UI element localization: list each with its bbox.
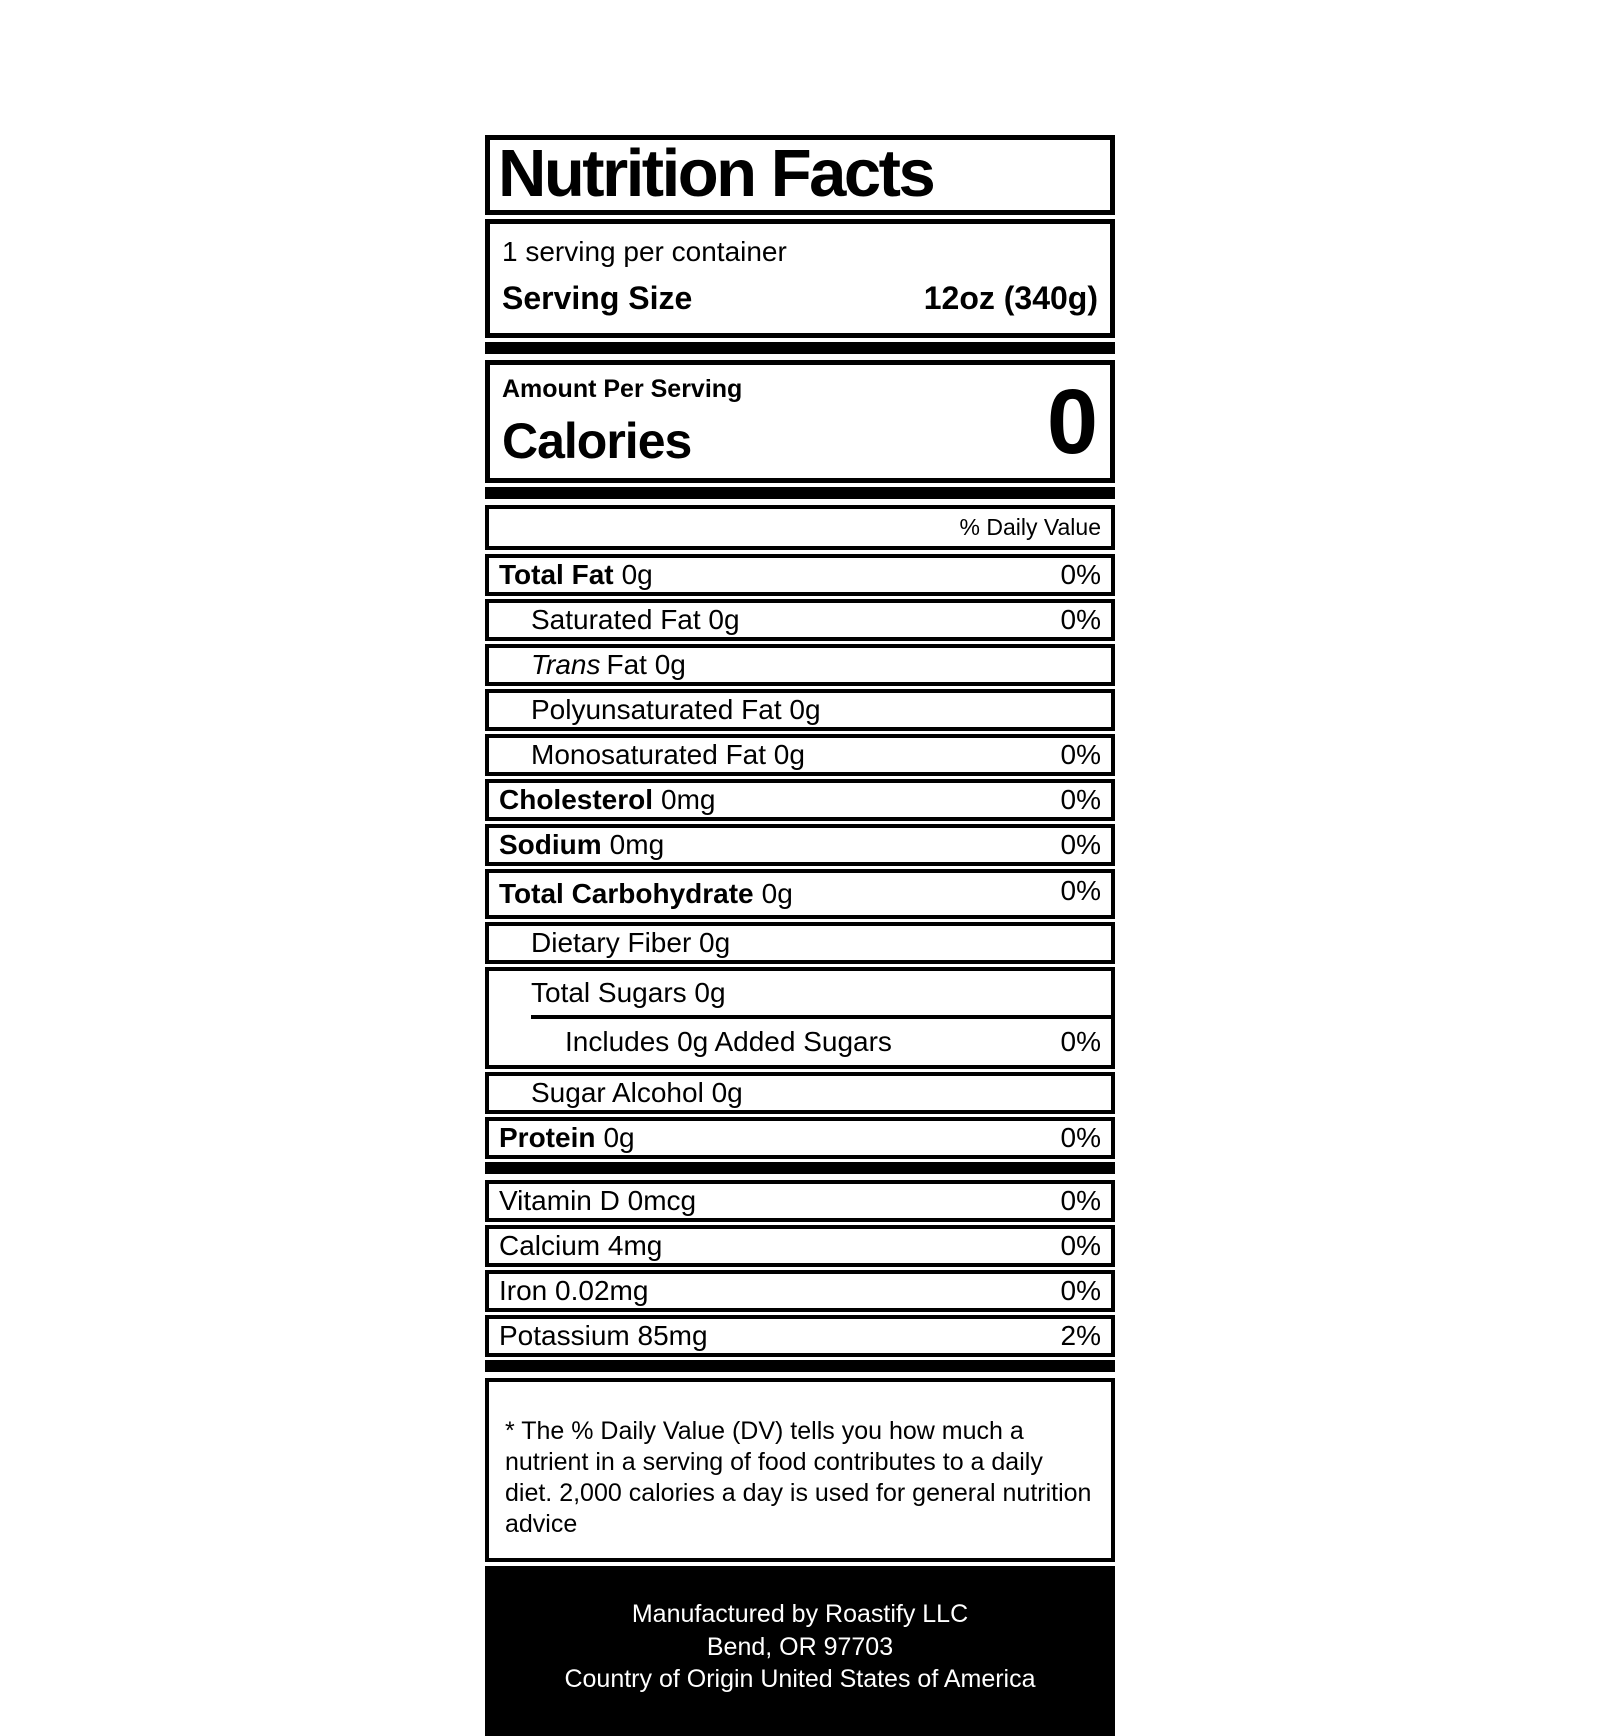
servings-per-container: 1 serving per container (502, 236, 787, 267)
daily-value-percent: 0% (1060, 829, 1101, 860)
row-sodium: Sodium 0mg 0% (485, 824, 1115, 866)
daily-value-percent: 0% (1060, 559, 1101, 590)
nutrient-amount: 0g (621, 559, 653, 590)
daily-value-percent: 0% (1060, 1122, 1101, 1153)
nutrient-label: Total Fat 0g (499, 559, 653, 591)
daily-value-disclaimer: * The % Daily Value (DV) tells you how m… (485, 1378, 1115, 1562)
nutrient-amount: Saturated Fat 0g (531, 604, 740, 635)
row-total-fat: Total Fat 0g 0% (485, 554, 1115, 596)
daily-value-percent: 0% (1060, 1185, 1101, 1216)
nutrient-amount: 0mg (661, 784, 716, 815)
row-protein: Protein 0g 0% (485, 1117, 1115, 1159)
sugars-divider (531, 1015, 1111, 1019)
nutrient-name: Sodium (499, 829, 602, 860)
nutrient-rows: Total Fat 0g 0% Saturated Fat 0g 0% Trans Fat … (485, 554, 1115, 1159)
row-monosaturated-fat: Monosaturated Fat 0g 0% (485, 734, 1115, 776)
daily-value-percent: 0% (1060, 739, 1101, 770)
daily-value-percent: 0% (1060, 1026, 1101, 1057)
serving-size-value: 12oz (340g) (923, 280, 1098, 316)
nutrient-amount: 0g (603, 1122, 635, 1153)
vitamin-label: Calcium 4mg (499, 1230, 663, 1261)
row-potassium: Potassium 85mg 2% (485, 1315, 1115, 1357)
calories-left: Amount Per Serving Calories (502, 375, 742, 470)
serving-box: 1 serving per container Serving Size 12o… (485, 219, 1115, 338)
amount-per-serving: Amount Per Serving (502, 375, 743, 403)
nutrient-label: Trans Fat 0g (531, 649, 686, 681)
calories-value: 0 (1046, 371, 1098, 474)
nutrient-amount: Sugar Alcohol 0g (531, 1077, 743, 1108)
nutrient-amount: Fat 0g (606, 649, 686, 680)
row-total-carbohydrate: Total Carbohydrate 0g 0% (485, 869, 1115, 919)
row-calcium: Calcium 4mg 0% (485, 1225, 1115, 1267)
daily-value-percent: 0% (1060, 784, 1101, 815)
nutrient-label: Sugar Alcohol 0g (531, 1077, 743, 1109)
added-sugars-label: Includes 0g Added Sugars (565, 1026, 892, 1057)
nutrient-name-italic: Trans (531, 649, 601, 680)
row-polyunsaturated-fat: Polyunsaturated Fat 0g (485, 689, 1115, 731)
nutrient-name: Protein (499, 1122, 596, 1153)
nutrient-label: Total Carbohydrate 0g (499, 878, 793, 910)
daily-value-percent: 2% (1060, 1320, 1101, 1351)
nutrient-amount: 0mg (609, 829, 665, 860)
nutrient-name: Cholesterol (499, 784, 654, 815)
footer-line: Manufactured by Roastify LLC (631, 1600, 969, 1628)
daily-value-percent: 0% (1060, 1230, 1101, 1261)
daily-value-percent: 0% (1060, 1275, 1101, 1306)
nutrient-label: Cholesterol 0mg (499, 784, 716, 816)
nutrient-name: Total Fat (499, 559, 614, 590)
nutrient-amount: Dietary Fiber 0g (531, 927, 731, 958)
row-sugars: Total Sugars 0g Includes 0g Added Sugars 0… (485, 967, 1115, 1069)
footer-line: Bend, OR 97703 (706, 1632, 894, 1661)
section-divider-bar (485, 342, 1115, 354)
section-divider-bar (485, 1162, 1115, 1174)
nutrient-label: Sodium 0mg (499, 829, 664, 861)
section-divider-bar (485, 1360, 1115, 1372)
nutrient-amount: Monosaturated Fat 0g (531, 739, 805, 770)
nutrient-label: Saturated Fat 0g (531, 604, 740, 636)
row-saturated-fat: Saturated Fat 0g 0% (485, 599, 1115, 641)
serving-size-line: Serving Size 12oz (340g) (502, 280, 1098, 317)
manufacturer-footer: Manufactured by Roastify LLC Bend, OR 977… (485, 1566, 1115, 1736)
footer-line: Country of Origin United States of Ameri… (564, 1665, 1036, 1693)
nutrient-amount: 0g (761, 878, 793, 909)
nutrient-label: Monosaturated Fat 0g (531, 739, 805, 771)
serving-size-label: Serving Size (502, 280, 693, 316)
nutrient-label: Protein 0g (499, 1122, 635, 1154)
row-dietary-fiber: Dietary Fiber 0g (485, 922, 1115, 964)
vitamin-label: Iron 0.02mg (499, 1275, 649, 1306)
added-sugars-line: Includes 0g Added Sugars 0% (489, 1019, 1111, 1065)
sugars-line: Total Sugars 0g (531, 977, 726, 1008)
nutrient-label: Dietary Fiber 0g (531, 927, 730, 959)
section-divider-bar (485, 487, 1115, 499)
label-title: Nutrition Facts (498, 135, 936, 211)
row-iron: Iron 0.02mg 0% (485, 1270, 1115, 1312)
nutrient-amount: Polyunsaturated Fat 0g (531, 694, 821, 725)
nutrition-facts-label: Nutrition Facts 1 serving per container … (485, 135, 1115, 1736)
calories-label: Calories (502, 413, 692, 469)
daily-value-percent: 0% (1060, 875, 1101, 906)
vitamin-label: Potassium 85mg (499, 1320, 708, 1351)
row-sugar-alcohol: Sugar Alcohol 0g (485, 1072, 1115, 1114)
daily-value-header: % Daily Value (485, 505, 1115, 550)
calories-box: Amount Per Serving Calories 0 (485, 360, 1115, 483)
nutrient-label: Polyunsaturated Fat 0g (531, 694, 821, 726)
vitamin-rows: Vitamin D 0mcg 0% Calcium 4mg 0% Iron 0.02mg… (485, 1180, 1115, 1357)
daily-value-percent: 0% (1060, 604, 1101, 635)
title-box: Nutrition Facts (485, 135, 1115, 215)
vitamin-label: Vitamin D 0mcg (499, 1185, 697, 1216)
row-trans-fat: Trans Fat 0g (485, 644, 1115, 686)
nutrient-name: Total Carbohydrate (499, 878, 754, 909)
row-vitamin-d: Vitamin D 0mcg 0% (485, 1180, 1115, 1222)
row-cholesterol: Cholesterol 0mg 0% (485, 779, 1115, 821)
